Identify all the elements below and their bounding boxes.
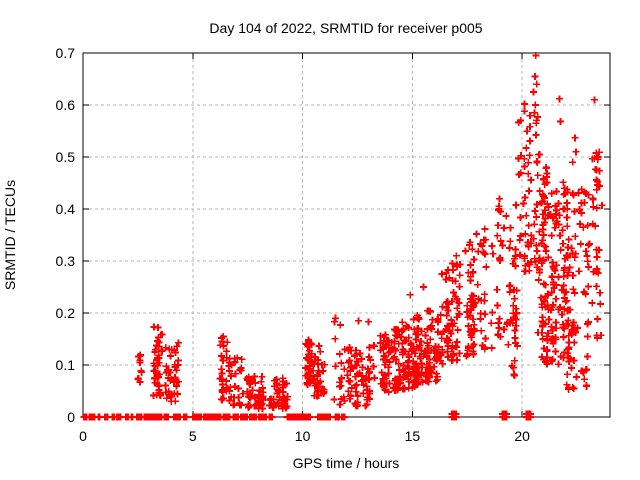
x-tick-label: 15: [405, 428, 421, 444]
chart-title: Day 104 of 2022, SRMTID for receiver p00…: [209, 20, 482, 36]
y-tick-label: 0.1: [56, 357, 76, 373]
y-tick-label: 0.7: [56, 45, 76, 61]
x-tick-label: 0: [79, 428, 87, 444]
grid-lines: [83, 53, 610, 417]
scatter-points: [80, 52, 606, 421]
y-tick-label: 0.6: [56, 97, 76, 113]
x-tick-label: 20: [514, 428, 530, 444]
x-tick-label: 10: [295, 428, 311, 444]
y-tick-label: 0.5: [56, 149, 76, 165]
data-point-markers: [80, 52, 606, 421]
y-tick-label: 0.2: [56, 305, 76, 321]
x-tick-label: 5: [189, 428, 197, 444]
y-tick-label: 0.4: [56, 201, 76, 217]
x-axis-label: GPS time / hours: [293, 455, 400, 471]
y-tick-label: 0.3: [56, 253, 76, 269]
y-axis-label: SRMTID / TECUs: [2, 180, 18, 290]
x-tick-labels: 0 5 10 15 20: [79, 428, 530, 444]
y-tick-labels: 0 0.1 0.2 0.3 0.4 0.5 0.6 0.7: [56, 45, 76, 425]
y-tick-label: 0: [67, 409, 75, 425]
